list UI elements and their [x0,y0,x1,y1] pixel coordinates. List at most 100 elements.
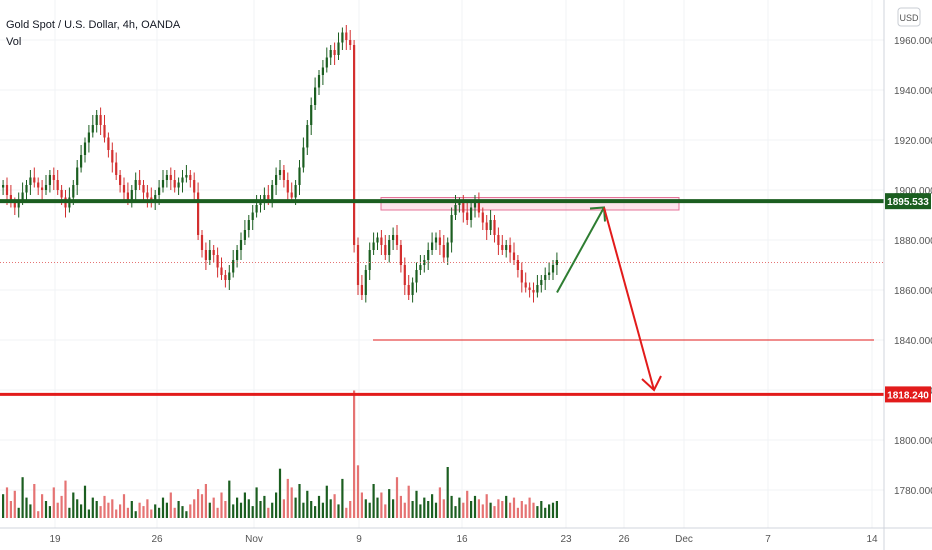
candle-body [138,180,141,185]
volume-bar [333,494,336,518]
level-lines[interactable] [0,199,884,396]
x-tick-label: 14 [866,534,878,545]
volume-bar [536,506,539,518]
volume-bar [255,487,258,518]
candle-body [158,187,161,195]
candle-body [56,180,59,190]
volume-bar [68,507,71,518]
candle-body [224,275,227,280]
candle-body [368,250,371,270]
candle-body [454,205,457,215]
y-tick-label: 1920.000 [894,136,932,147]
volume-bar [142,506,145,518]
candle-body [80,155,83,168]
candle-body [204,250,207,260]
candle-body [200,235,204,250]
price-tags: 1895.533 1818.240 [885,193,931,403]
candle-body [275,175,278,185]
chart-title: Gold Spot / U.S. Dollar, 4h, OANDA [6,19,181,31]
volume-bar [275,492,278,518]
volume-bars [2,390,558,518]
volume-bar [107,502,110,518]
volume-bar [528,497,531,518]
resistance-price-tag-bg [885,193,931,210]
volume-bar [259,501,262,518]
volume-bar [52,487,55,518]
volume-bar [341,478,344,518]
volume-bar [9,501,12,518]
volume-bar [158,507,161,518]
candle-body [505,245,508,250]
candle-body [423,260,426,265]
candle-body [384,245,387,255]
candle-body [540,280,543,285]
candle-body [446,242,449,258]
projection-arrows[interactable] [556,206,662,392]
volume-bar [399,495,402,518]
volume-bar [76,499,79,518]
volume-bar [216,507,219,518]
up-projection-arrow [556,207,605,293]
volume-bar [501,501,504,518]
candle-body [282,170,285,180]
volume-bar [388,489,391,518]
volume-bar [310,501,313,518]
candle-body [512,252,516,260]
candle-body [411,282,414,295]
candle-body [173,180,176,188]
candle-body [72,185,75,198]
candle-body [337,42,340,55]
volume-bar [411,501,414,518]
candle-body [165,175,168,180]
volume-bar [372,484,375,518]
target-price-tag-text: 1818.240 [887,390,929,401]
candle-body [197,192,200,235]
x-tick-label: 26 [618,534,630,545]
candle-body [185,175,188,178]
candle-body [99,115,102,125]
candle-body [438,237,441,245]
volume-bar [44,501,48,518]
y-tick-label: 1900.000 [894,186,932,197]
volume-bar [243,492,246,518]
volume-bar [154,504,157,518]
volume-bar [329,499,332,518]
candle-body [353,45,356,245]
y-tick-label: 1800.000 [894,436,932,447]
volume-bar [239,502,243,518]
candle-body [181,177,184,183]
volume-bar [458,497,461,518]
volume-bar [197,489,200,518]
volume-bar [29,504,32,518]
volume-bar [37,511,40,518]
candle-body [325,57,328,68]
candle-body [481,212,484,223]
candle-body [532,290,535,293]
volume-bar [438,487,441,518]
candle-body [306,125,309,148]
candle-body [146,192,149,198]
volume-bar [462,502,465,518]
candle-body [83,142,87,155]
y-tick-label: 1860.000 [894,286,932,297]
candle-body [473,202,477,208]
volume-bar [204,484,207,518]
target-price-tag-bg [885,386,931,403]
currency-button[interactable]: USD [897,7,921,27]
volume-bar [236,497,239,518]
candles [2,25,558,303]
volume-bar [21,477,24,518]
volume-bar [208,502,211,518]
volume-bar [364,499,367,518]
candle-body [130,190,133,200]
candle-body [193,180,196,193]
candle-body [13,202,16,208]
volume-bar [150,509,153,518]
volume-bar [220,492,223,518]
volume-bar [407,485,410,518]
volume-bar [146,499,149,518]
candle-body [17,200,20,208]
volume-bar [193,499,196,518]
